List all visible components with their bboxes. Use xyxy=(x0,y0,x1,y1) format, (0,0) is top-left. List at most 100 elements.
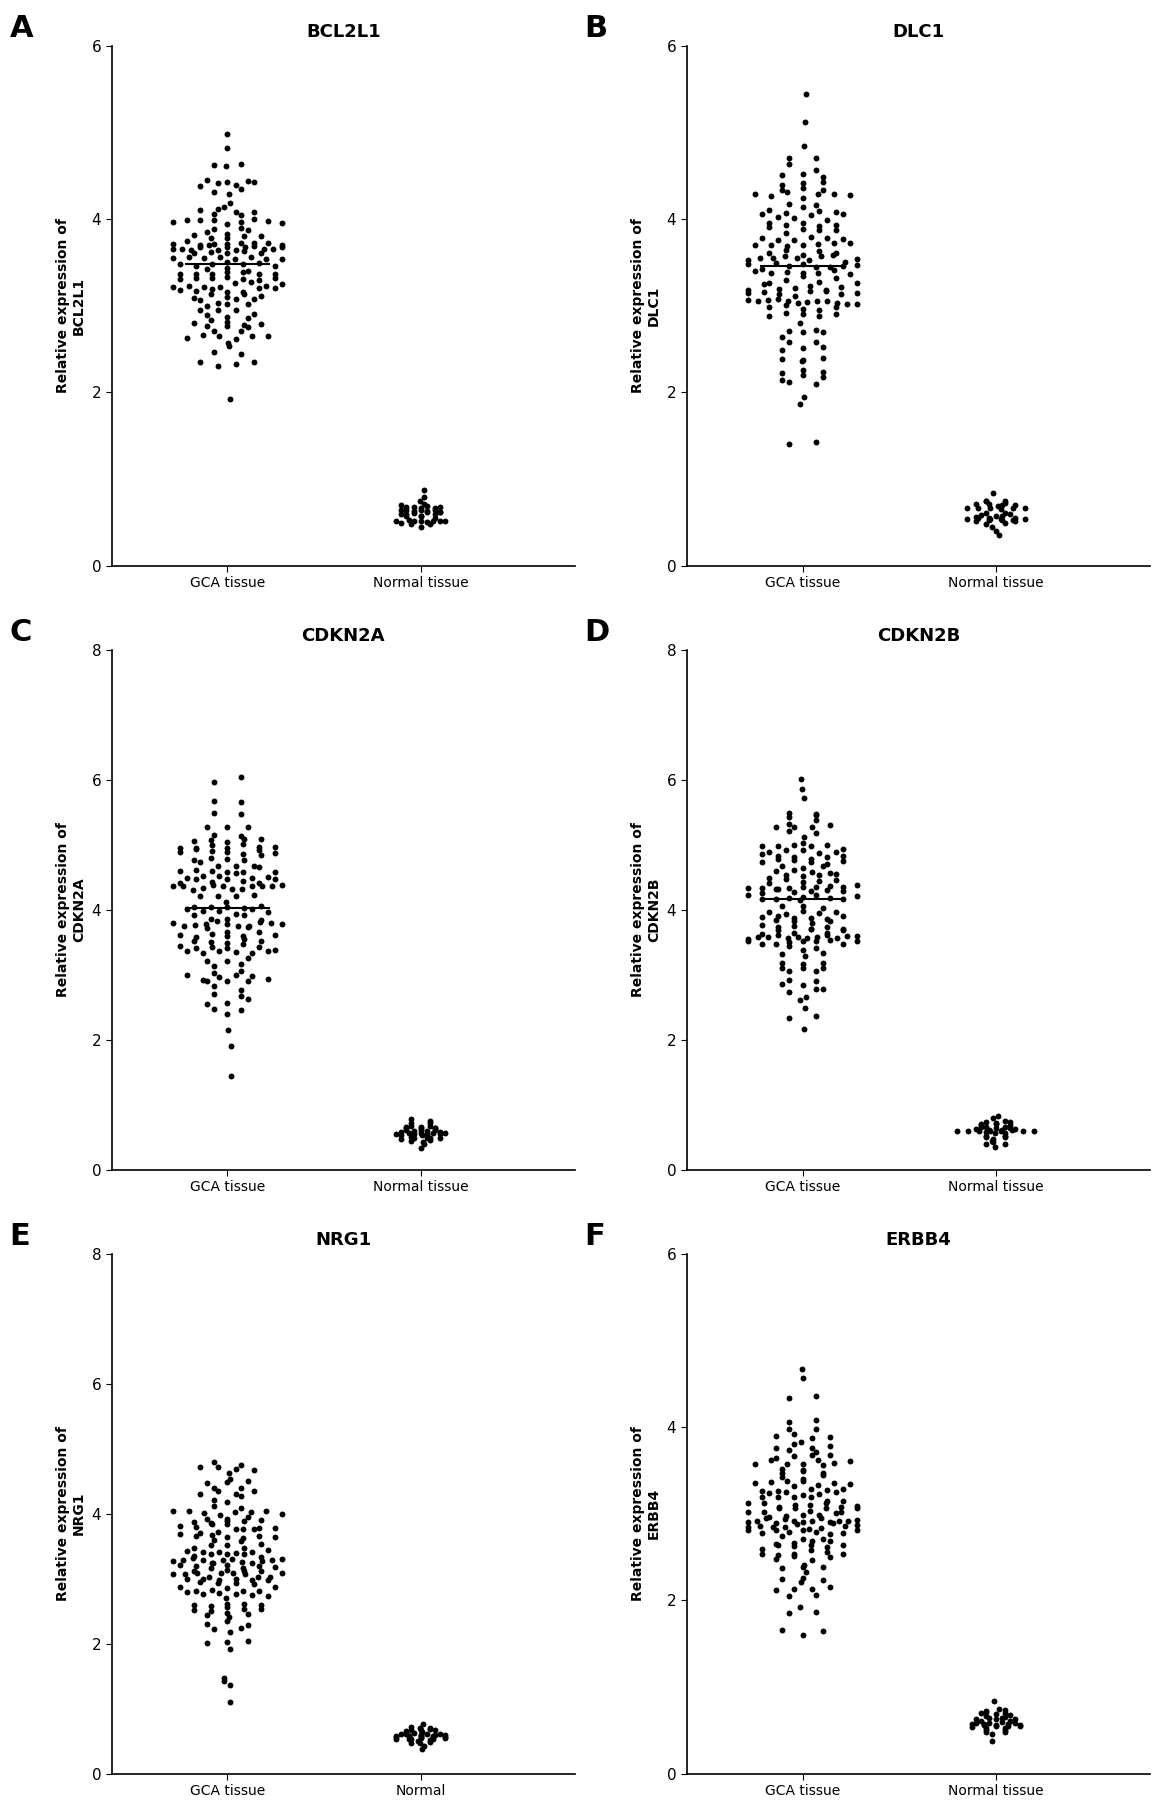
Point xyxy=(848,289,867,318)
Point xyxy=(817,849,836,879)
Point xyxy=(768,284,787,313)
Point xyxy=(769,226,788,255)
Point xyxy=(431,498,450,528)
Point xyxy=(232,799,251,828)
Point xyxy=(164,871,183,900)
Point xyxy=(218,1555,237,1584)
Point xyxy=(218,839,237,868)
Point xyxy=(982,1726,1001,1755)
Point xyxy=(837,289,856,318)
Point xyxy=(426,495,445,524)
Point xyxy=(397,1717,416,1746)
Point xyxy=(239,304,258,333)
Point xyxy=(769,844,788,873)
Point xyxy=(420,1108,439,1137)
Point xyxy=(234,866,253,895)
Point xyxy=(218,933,237,962)
Point xyxy=(252,222,271,251)
Point xyxy=(753,879,772,908)
Point xyxy=(761,231,780,260)
Point xyxy=(266,1513,285,1543)
Point xyxy=(799,246,817,275)
Point xyxy=(785,911,803,940)
Point xyxy=(793,193,812,222)
Point xyxy=(807,819,826,848)
Point xyxy=(827,897,845,926)
Point xyxy=(1006,506,1025,535)
Point xyxy=(794,1364,813,1393)
Point xyxy=(205,338,224,367)
Point xyxy=(203,837,221,866)
Point xyxy=(191,231,210,260)
Point xyxy=(827,300,845,329)
Point xyxy=(218,1592,237,1621)
Point xyxy=(210,1453,228,1482)
Point xyxy=(411,495,430,524)
Point xyxy=(786,273,804,302)
Point xyxy=(754,269,773,298)
Point xyxy=(420,1126,439,1155)
Point xyxy=(977,486,995,515)
Point xyxy=(985,1686,1004,1715)
Point xyxy=(252,238,271,267)
Point xyxy=(776,860,795,889)
Point xyxy=(397,495,416,524)
Point xyxy=(963,1710,981,1739)
Point xyxy=(992,1117,1011,1146)
Point xyxy=(801,1535,820,1564)
Point xyxy=(266,839,285,868)
Point xyxy=(218,284,237,313)
Point xyxy=(977,1703,995,1732)
Point xyxy=(415,489,433,518)
Point xyxy=(205,951,224,980)
Point xyxy=(848,1493,867,1523)
Point xyxy=(776,266,795,295)
Point xyxy=(834,835,852,864)
Point xyxy=(793,1515,812,1544)
Point xyxy=(795,382,814,411)
Point xyxy=(218,910,237,939)
Point xyxy=(402,509,420,538)
Point xyxy=(218,948,237,977)
Point xyxy=(186,1512,205,1541)
Point xyxy=(184,900,203,930)
Point xyxy=(820,809,838,839)
Point xyxy=(222,1544,241,1573)
Point xyxy=(215,1666,234,1695)
Point xyxy=(780,884,799,913)
Point xyxy=(746,231,765,260)
Point xyxy=(232,788,251,817)
Point xyxy=(793,318,812,347)
Point xyxy=(242,962,261,991)
Point xyxy=(834,873,852,902)
Point xyxy=(179,1495,198,1524)
Point xyxy=(775,242,794,271)
Point xyxy=(232,950,251,979)
Point xyxy=(193,966,212,995)
Point xyxy=(977,509,995,538)
Point xyxy=(412,1121,431,1150)
Point xyxy=(201,1530,220,1559)
Point xyxy=(972,1110,991,1139)
Point xyxy=(263,235,282,264)
Point xyxy=(753,1482,772,1512)
Point xyxy=(739,1515,758,1544)
Point xyxy=(848,278,867,307)
Point xyxy=(1006,1704,1025,1734)
Point xyxy=(776,291,795,320)
Point xyxy=(977,498,995,528)
Point xyxy=(164,229,183,258)
Point xyxy=(249,1552,268,1581)
Point xyxy=(766,1515,785,1544)
Point xyxy=(793,868,812,897)
Point xyxy=(769,1477,788,1506)
Point xyxy=(191,880,210,910)
Point xyxy=(834,1519,852,1548)
Point xyxy=(239,1502,258,1532)
Point xyxy=(1001,500,1020,529)
Point xyxy=(173,1546,192,1575)
Point xyxy=(210,195,228,224)
Point xyxy=(234,840,253,869)
Point xyxy=(203,264,221,293)
Point xyxy=(780,317,799,346)
